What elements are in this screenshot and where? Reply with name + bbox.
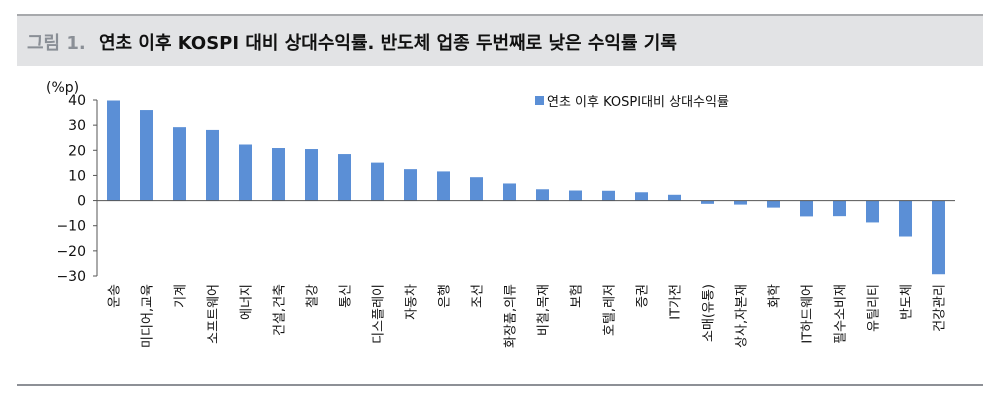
header-top-rule: [17, 14, 983, 16]
y-tick-label: 40: [68, 93, 86, 109]
x-category-label: 에너지: [240, 284, 255, 320]
bar: [767, 200, 780, 208]
x-category-label: 디스플레이: [372, 284, 387, 344]
x-category-label: 운송: [108, 284, 123, 308]
bar: [800, 200, 813, 217]
bar: [536, 189, 549, 201]
bar: [503, 183, 516, 201]
bar: [899, 200, 912, 237]
bar: [437, 171, 450, 201]
x-category-label: 건설,건축: [273, 284, 288, 336]
unit-label: (%p): [46, 80, 79, 96]
y-tick-label: 20: [68, 143, 86, 159]
bar: [569, 190, 582, 201]
figure-header: 그림 1. 연초 이후 KOSPI 대비 상대수익률. 반도체 업종 두번째로 …: [17, 16, 983, 66]
bar: [140, 110, 153, 201]
bar: [470, 177, 483, 201]
figure-title: 연초 이후 KOSPI 대비 상대수익률. 반도체 업종 두번째로 낮은 수익률…: [99, 33, 677, 54]
bar-series: [107, 100, 945, 275]
x-category-label: 건강관리: [933, 284, 948, 332]
legend-label: 연초 이후 KOSPI대비 상대수익률: [547, 95, 729, 110]
legend-swatch: [535, 96, 544, 105]
x-category-label: 미디어,교육: [141, 284, 156, 348]
y-tick-label: 30: [68, 118, 86, 134]
x-category-label: 필수소비재: [834, 284, 849, 344]
y-tick-label: −20: [56, 244, 86, 260]
bar: [602, 190, 615, 201]
x-category-label: 비철,목재: [537, 284, 552, 336]
x-category-label: 상사,자본재: [735, 284, 750, 348]
x-category-label: 기계: [174, 284, 189, 308]
bar: [371, 162, 384, 201]
x-category-label: 소매(유통): [702, 284, 717, 342]
x-category-label: 조선: [471, 284, 486, 308]
bar: [338, 154, 351, 201]
bar: [404, 169, 417, 201]
x-category-label: 반도체: [900, 284, 915, 320]
bar: [701, 200, 714, 204]
y-tick-label: 10: [68, 168, 86, 184]
bar: [107, 100, 120, 201]
x-axis-labels: 운송 미디어,교육 기계 소프트웨어 에너지 건설,건축 철강 통신 디스플레이 자동차 은행 조선 화…: [108, 284, 948, 348]
bar: [272, 148, 285, 201]
legend: 연초 이후 KOSPI대비 상대수익률: [535, 95, 729, 110]
bar: [866, 200, 879, 223]
x-category-label: 화학: [768, 284, 783, 308]
x-category-label: 통신: [339, 284, 354, 308]
x-category-label: 화장품,의류: [504, 284, 519, 348]
bar: [668, 194, 681, 201]
y-tick-label: 0: [77, 194, 86, 210]
figure-label: 그림 1.: [27, 33, 86, 54]
bar: [734, 200, 747, 205]
x-category-label: 소프트웨어: [207, 284, 222, 344]
bar: [206, 129, 219, 201]
x-category-label: 증권: [636, 284, 651, 308]
x-category-label: 은행: [437, 284, 453, 308]
bar: [173, 127, 186, 201]
bar: [932, 200, 945, 275]
bar: [305, 149, 318, 201]
x-category-label: IT가전: [669, 284, 684, 320]
y-axis: 40 30 20 10 0 −10 −20 −30: [56, 93, 97, 285]
footer-rule: [17, 384, 983, 386]
x-category-label: 호텔,레저: [603, 284, 618, 336]
x-category-label: IT하드웨어: [801, 284, 816, 344]
bar: [833, 200, 846, 217]
x-category-label: 철강: [306, 284, 321, 308]
y-tick-label: −10: [56, 219, 86, 235]
bar: [239, 144, 252, 201]
x-category-label: 유틸리티: [867, 284, 882, 332]
x-category-label: 자동차: [405, 284, 420, 320]
bar: [635, 192, 648, 201]
y-tick-label: −30: [56, 269, 86, 285]
x-category-label: 보험: [570, 284, 585, 308]
